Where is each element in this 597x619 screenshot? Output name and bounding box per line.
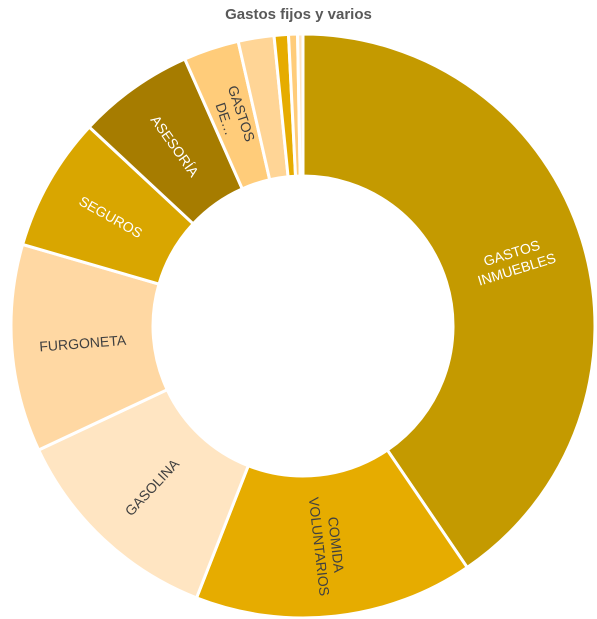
slice-1 xyxy=(194,447,470,619)
slice-0 xyxy=(301,32,597,570)
slice-10 xyxy=(296,32,305,178)
chart-title: Gastos fijos y varios xyxy=(225,6,372,23)
slices-group xyxy=(9,32,597,619)
slice-label-3: FURGONETA xyxy=(39,332,127,355)
